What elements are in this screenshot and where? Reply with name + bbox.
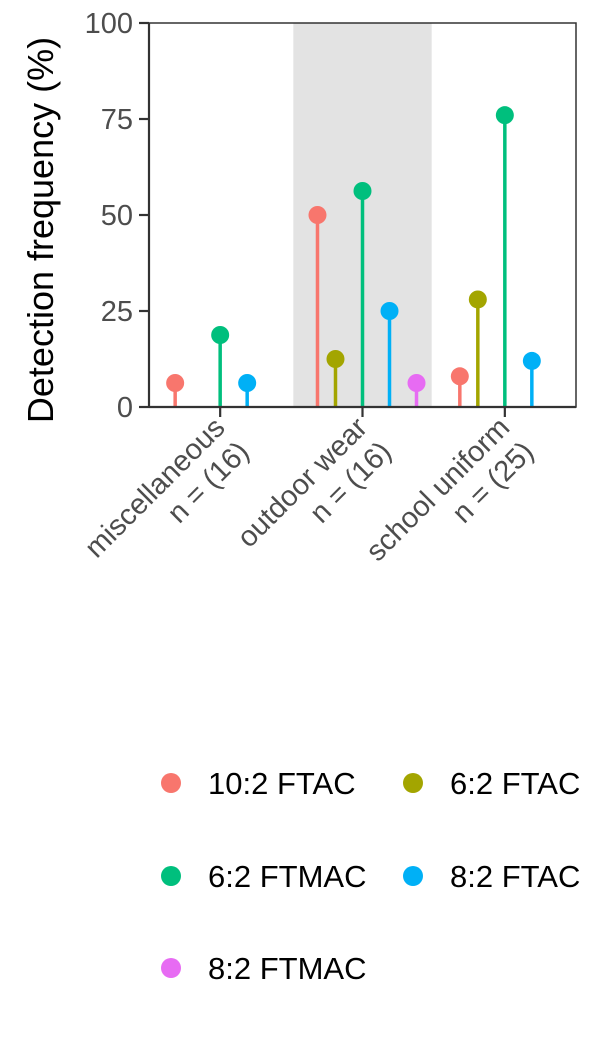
y-tick-label: 75 — [101, 104, 133, 136]
legend-key — [161, 773, 181, 793]
lollipop-point — [495, 106, 514, 125]
lollipop-point — [326, 350, 345, 368]
lollipop-point — [238, 374, 257, 392]
legend-item: 6:2 FTMAC — [161, 859, 366, 894]
legend: 10:2 FTAC 6:2 FTAC 6:2 FTMAC 8:2 FTAC 8:2 FT… — [161, 766, 580, 986]
lollipop-point — [450, 367, 469, 386]
lollipop-marks-layer — [166, 106, 541, 407]
y-tick-label: 0 — [117, 392, 133, 424]
lollipop-point — [166, 374, 185, 392]
lollipop-point — [211, 326, 230, 344]
y-tick-label: 25 — [101, 296, 133, 328]
lollipop-point — [353, 182, 372, 200]
legend-item: 8:2 FTMAC — [161, 951, 366, 986]
lollipop-point — [308, 206, 327, 224]
legend-label: 6:2 FTAC — [450, 766, 580, 801]
lollipop-point — [522, 351, 541, 370]
lollipop-point — [468, 290, 487, 309]
legend-key — [161, 866, 181, 886]
legend-label: 10:2 FTAC — [208, 766, 356, 801]
y-axis-title: Detection frequency (%) — [20, 37, 61, 423]
legend-label: 6:2 FTMAC — [208, 859, 366, 894]
y-tick-label: 50 — [101, 200, 133, 232]
legend-label: 8:2 FTMAC — [208, 951, 366, 986]
legend-item: 10:2 FTAC — [161, 766, 356, 801]
lollipop-point — [407, 374, 426, 392]
lollipop-point — [380, 302, 399, 320]
legend-key — [403, 773, 423, 793]
legend-key — [161, 958, 181, 978]
legend-item: 6:2 FTAC — [403, 766, 580, 801]
legend-item: 8:2 FTAC — [403, 859, 580, 894]
legend-key — [403, 866, 423, 886]
y-tick-label: 100 — [85, 8, 133, 40]
legend-label: 8:2 FTAC — [450, 859, 580, 894]
